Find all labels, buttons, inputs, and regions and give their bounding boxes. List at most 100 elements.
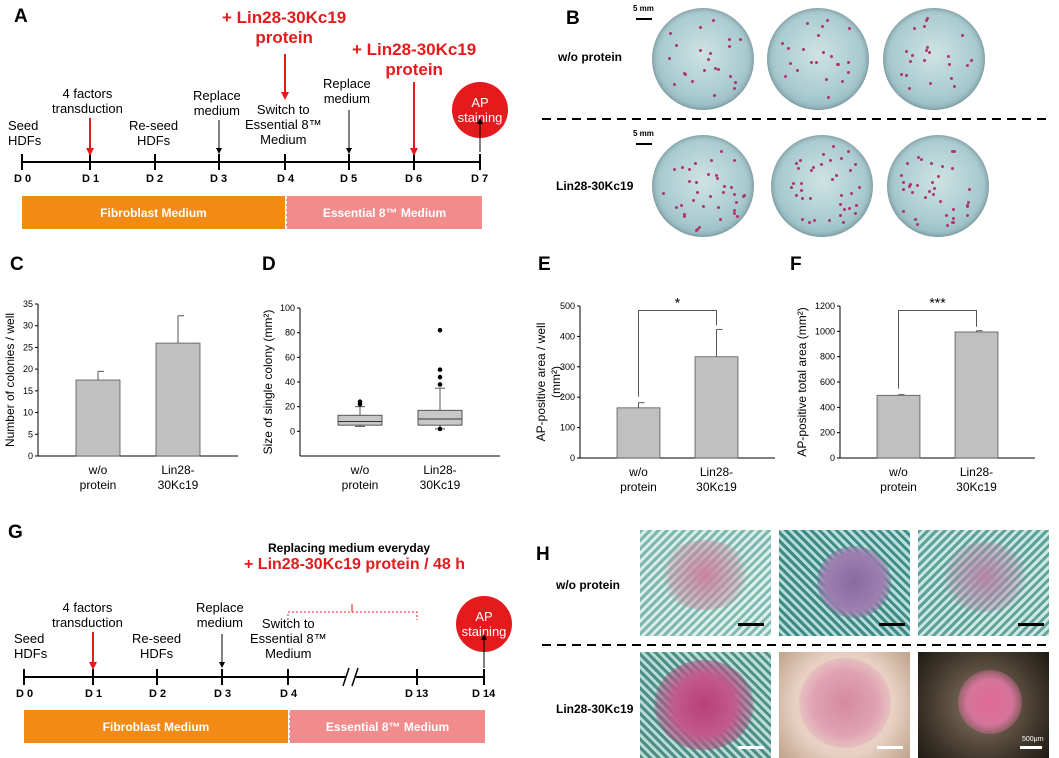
scale-bar-b1 (636, 18, 652, 20)
panel-label-f: F (790, 254, 802, 275)
micro-scale-1 (738, 623, 764, 626)
colony-spot (827, 219, 831, 223)
colony-spot (717, 205, 721, 209)
colony-spot (798, 158, 802, 162)
colony-spot (733, 81, 737, 85)
protein-label-2: + Lin28-30Kc19 protein (352, 40, 477, 79)
colony-spot (805, 22, 809, 26)
colony-spot (668, 32, 672, 36)
colony-spot (848, 27, 852, 31)
dish-wo-3 (883, 8, 985, 110)
colony-spot (682, 213, 686, 217)
g-e8-medium-bar: Essential 8™ Medium (289, 710, 485, 743)
colony-spot (719, 150, 723, 154)
dish-wo-2 (767, 8, 869, 110)
colony-spot (928, 81, 932, 85)
day-g-4: D 4 (280, 688, 298, 700)
colony-spot (683, 214, 687, 218)
x-tick-label: Lin28-30Kc19 (158, 463, 199, 492)
day-g-0: D 0 (16, 688, 34, 700)
box (337, 414, 383, 426)
y-axis-label: AP-positive total area (mm²) (795, 307, 809, 456)
colony-spot (809, 196, 813, 200)
colony-spot (951, 220, 955, 224)
g-fibroblast-medium-bar: Fibroblast Medium (24, 710, 288, 743)
micro-scale-4 (738, 746, 764, 749)
micro-scale-2 (879, 623, 905, 626)
significance-bracket (898, 310, 977, 389)
micro-lin-1 (640, 652, 771, 758)
y-axis-label: Size of single colony (mm²) (261, 310, 275, 455)
colony-spot (691, 79, 695, 83)
day-g-14: D 14 (472, 688, 496, 700)
colony-spot (694, 228, 698, 232)
y-tick-label: 0 (28, 451, 33, 461)
y-tick-label: 500 (560, 301, 575, 311)
colony-spot (735, 214, 739, 218)
y-axis-label: Number of colonies / well (3, 313, 17, 447)
colony-spot (951, 208, 955, 212)
colony-spot (738, 37, 742, 41)
colony-spot (966, 214, 970, 218)
y-tick-label: 25 (23, 342, 33, 352)
micro-wo-3 (918, 530, 1049, 636)
colony-spot (928, 50, 932, 54)
scale-bar-b2 (636, 143, 652, 145)
colony-spot (837, 62, 841, 66)
colony-spot (853, 212, 857, 216)
row-label-h-lin: Lin28-30Kc19 (556, 702, 634, 716)
colony-spot (727, 45, 731, 49)
colony-spot (848, 168, 852, 172)
y-tick-label: 80 (285, 328, 295, 338)
colony-spot (853, 162, 857, 166)
panel-label-b: B (566, 8, 580, 29)
y-tick-label: 1000 (815, 326, 835, 336)
colony-spot (841, 220, 845, 224)
y-tick-label: 20 (23, 364, 33, 374)
colony-spot (940, 165, 944, 169)
colony-spot (721, 191, 725, 195)
ap-staining-label: AP staining (457, 95, 503, 125)
colony-spot (914, 217, 918, 221)
day-g-3: D 3 (214, 688, 232, 700)
colony-spot (936, 175, 940, 179)
colony-spot (925, 19, 929, 23)
colony-spot (714, 173, 718, 177)
dish-lin-1 (652, 135, 754, 237)
day-a-6: D 6 (405, 173, 423, 185)
colony-spot (675, 44, 679, 48)
colony-spot (857, 185, 861, 189)
colony-spot (717, 67, 721, 71)
significance-bracket (638, 310, 717, 397)
colony-spot (810, 168, 814, 172)
event-replace-1: Replace medium (193, 88, 241, 118)
significance-label: *** (929, 295, 946, 311)
y-tick-label: 5 (28, 429, 33, 439)
x-tick-label: w/o protein (620, 465, 657, 494)
colony-spot (809, 61, 813, 65)
y-tick-label: 600 (820, 377, 835, 387)
colony-spot (687, 168, 691, 172)
g-event-transduction: 4 factors transduction (52, 600, 123, 630)
day-a-3: D 3 (210, 173, 228, 185)
colony-spot (824, 78, 828, 82)
colony-spot (946, 55, 950, 59)
colony-spot (904, 49, 908, 53)
colony-spot (795, 162, 799, 166)
panel-label-e: E (538, 254, 551, 275)
colony-spot (732, 192, 736, 196)
colony-spot (825, 19, 829, 23)
y-tick-label: 10 (23, 408, 33, 418)
colony-spot (812, 218, 816, 222)
colony-spot (907, 87, 911, 91)
colony-spot (715, 177, 719, 181)
y-tick-label: 100 (560, 423, 575, 433)
chart-colony-size: 0 20 40 60 80 100 Size of single colony (mm²) w… (261, 303, 500, 492)
colony-spot (730, 186, 734, 190)
y-tick-label: 0 (290, 426, 295, 436)
colony-spot (792, 181, 796, 185)
colony-spot (834, 174, 838, 178)
colony-spot (709, 194, 713, 198)
y-tick-label: 60 (285, 352, 295, 362)
day-g-1: D 1 (85, 688, 103, 700)
